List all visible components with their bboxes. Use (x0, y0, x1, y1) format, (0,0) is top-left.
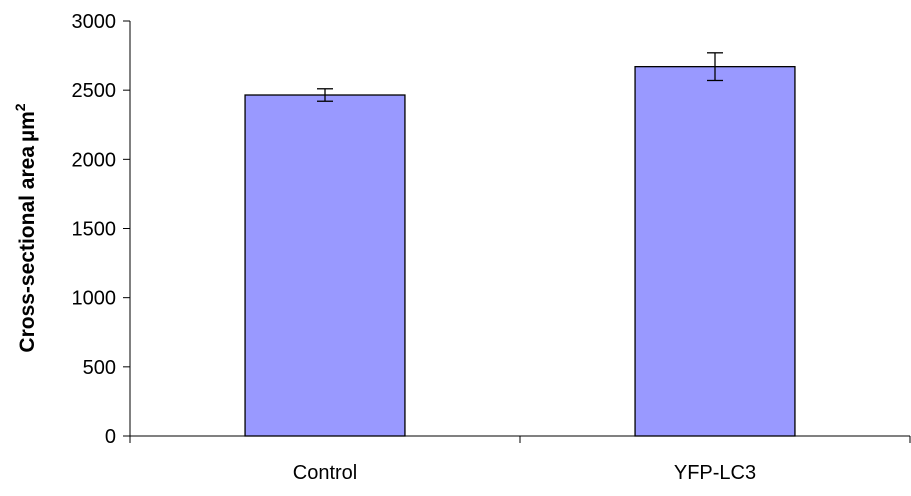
y-tick-label: 2000 (72, 149, 117, 171)
y-tick-label: 1500 (72, 219, 117, 241)
y-tick-label: 2500 (72, 80, 117, 102)
y-axis-title-text: Cross-sectional area (16, 146, 39, 353)
y-axis-title-exponent: 2 (12, 103, 28, 111)
bar-yfp-lc3 (634, 66, 796, 437)
y-tick-label: 0 (105, 426, 116, 448)
bar-control (244, 94, 406, 437)
y-axis: 0 500 1000 1500 2000 2500 3000 (72, 11, 131, 448)
y-tick-label: 3000 (72, 11, 117, 33)
x-category-label: Control (293, 462, 357, 484)
x-category-label: YFP-LC3 (674, 462, 756, 484)
bars (244, 52, 796, 437)
y-axis-title: Cross-sectional area µm2 (12, 103, 39, 352)
y-tick-label: 500 (83, 357, 116, 379)
y-tick-label: 1000 (72, 288, 117, 310)
x-axis: Control YFP-LC3 (129, 435, 911, 484)
y-axis-title-unit: µm (16, 111, 39, 142)
